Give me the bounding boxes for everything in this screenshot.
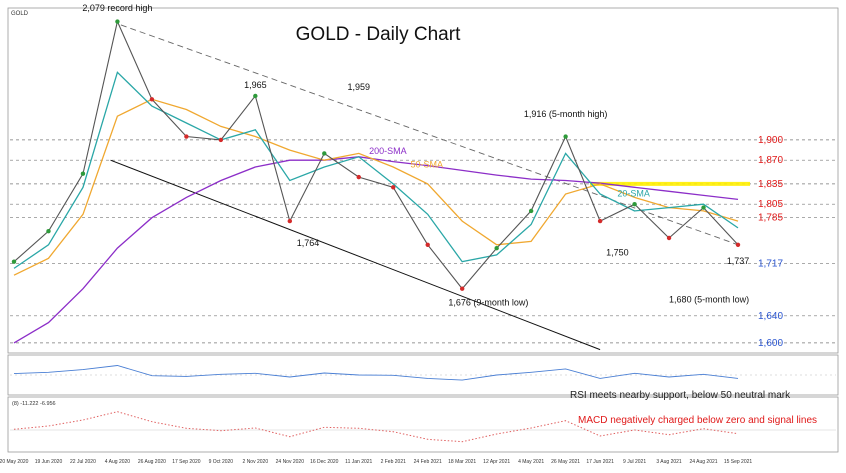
macd-indicator: [10, 411, 836, 443]
rsi-panel-frame: [7, 354, 839, 396]
price-point: [80, 171, 86, 176]
price-annotation: 1,737: [727, 256, 750, 266]
macd-line: [13, 411, 739, 443]
price-point: [253, 93, 258, 99]
price-point: [391, 185, 396, 190]
x-tick-label: 11 Jan 2021: [345, 459, 372, 465]
resistance-label: 1,835: [758, 179, 783, 190]
sma-label: 20-SMA: [617, 188, 650, 198]
rsi-indicator: [10, 365, 836, 381]
price-point: [459, 286, 465, 291]
macd-panel-frame: [7, 396, 839, 453]
x-tick-label: 4 May 2021: [518, 459, 544, 465]
x-tick-label: 24 Feb 2021: [414, 459, 442, 465]
price-point: [701, 205, 706, 210]
descending-support-trendline: [110, 159, 601, 351]
price-annotation: 1,676 (9-month low): [448, 297, 528, 307]
x-tick-label: 24 Nov 2020: [276, 459, 305, 465]
resistance-label: 1,785: [758, 213, 783, 224]
price-point: [11, 259, 17, 264]
price-annotation: 1,764: [297, 238, 320, 248]
support-label: 1,640: [758, 311, 783, 322]
x-tick-label: 2 Nov 2020: [243, 459, 269, 465]
x-tick-label: 22 Jul 2020: [70, 459, 96, 465]
price-annotation: 1,680 (5-month low): [669, 295, 749, 305]
x-tick-label: 17 Sep 2020: [172, 459, 201, 465]
rsi-line: [13, 365, 739, 381]
x-axis: 20 May 2020 19 Jun 2020 22 Jul 2020 4 Aug 2…: [0, 459, 752, 465]
x-tick-label: 26 Aug 2020: [138, 459, 166, 465]
macd-note: MACD negatively charged below zero and s…: [578, 415, 817, 426]
symbol-label: GOLD: [11, 11, 29, 17]
price-annotation: 1,916 (5-month high): [524, 109, 608, 119]
price-line: [13, 19, 739, 290]
resistance-label: 1,870: [758, 155, 783, 166]
price-point: [632, 201, 637, 207]
resistance-label: 1,805: [758, 199, 783, 210]
price-point: [184, 134, 189, 139]
rsi-note: RSI meets nearby support, below 50 neutr…: [570, 390, 791, 401]
price-panel-frame: [7, 7, 839, 354]
price-point: [425, 242, 430, 247]
sma50-line: [13, 98, 739, 276]
price-point: [46, 229, 51, 234]
price-annotation: 1,959: [347, 82, 370, 92]
price-point: [149, 97, 155, 102]
support-label: 1,717: [758, 259, 783, 270]
x-tick-label: 26 May 2021: [551, 459, 580, 465]
chart-title: GOLD - Daily Chart: [296, 24, 461, 45]
price-point: [287, 218, 293, 224]
x-tick-label: 16 Dec 2020: [310, 459, 339, 465]
price-point: [356, 174, 361, 180]
x-tick-label: 19 Jun 2020: [35, 459, 63, 465]
level-lines: 1,900 1,870 1,835 1,805 1,785 1,717 1,640 1,600: [10, 135, 836, 349]
price-point: [735, 242, 741, 247]
price-point: [666, 235, 672, 241]
x-tick-label: 4 Aug 2020: [105, 459, 131, 465]
sma20-line: [13, 71, 739, 269]
price-point: [494, 245, 499, 251]
resistance-highlight: [590, 181, 750, 186]
x-tick-label: 20 May 2020: [0, 459, 29, 465]
support-label: 1,600: [758, 338, 783, 349]
price-point: [322, 151, 327, 156]
x-tick-label: 18 Mar 2021: [448, 459, 476, 465]
resistance-label: 1,900: [758, 135, 783, 146]
sma-label: 200-SMA: [369, 146, 407, 156]
x-tick-label: 15 Sep 2021: [724, 459, 753, 465]
price-point: [528, 208, 534, 214]
x-tick-label: 24 Aug 2021: [689, 459, 717, 465]
sma-label: 50-SMA: [410, 159, 443, 169]
x-tick-label: 2 Feb 2021: [381, 459, 407, 465]
price-point: [597, 218, 603, 224]
x-tick-label: 3 Aug 2021: [656, 459, 682, 465]
trendlines: [110, 24, 739, 351]
descending-resistance-trendline: [120, 24, 739, 246]
x-tick-label: 17 Jun 2021: [586, 459, 614, 465]
price-annotation: 1,965: [244, 80, 267, 90]
price-series: [11, 19, 741, 344]
sma200-line: [13, 156, 739, 344]
price-point: [218, 137, 224, 143]
price-annotation: 1,750: [606, 247, 629, 257]
x-tick-label: 9 Jul 2021: [623, 459, 646, 465]
x-tick-label: 9 Oct 2020: [209, 459, 234, 465]
price-point: [115, 19, 120, 24]
macd-header: (8) -11.222 -6.956: [12, 401, 56, 407]
price-point: [563, 134, 568, 139]
x-tick-label: 12 Apr 2021: [483, 459, 510, 465]
price-annotation: 2,079 record high: [82, 3, 152, 13]
